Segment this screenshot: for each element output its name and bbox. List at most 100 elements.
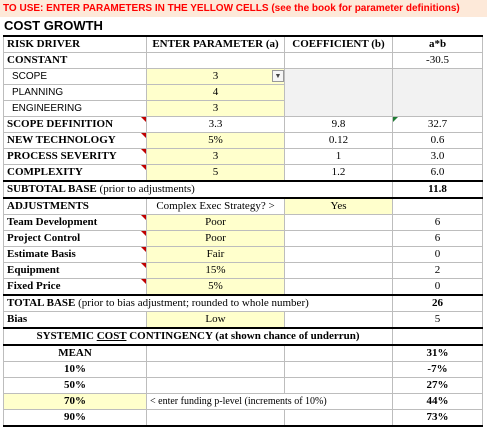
adjust-row: Project Control Poor 6	[3, 230, 483, 247]
header-ab: a*b	[392, 35, 483, 53]
contingency-blank	[146, 361, 285, 378]
sub-row-scope: SCOPE 3 ▼	[3, 68, 483, 117]
planning-param-input[interactable]: 4	[146, 84, 285, 101]
sub-ab-block	[392, 68, 483, 117]
contingency-label: MEAN	[3, 344, 147, 362]
adjustments-row: ADJUSTMENTS Complex Exec Strategy? > Yes	[3, 197, 483, 215]
driver-param-input[interactable]: 5%	[146, 132, 285, 149]
driver-coef: 1.2	[284, 164, 393, 182]
adjust-coef-cell	[284, 214, 393, 231]
constant-ab: -30.5	[392, 52, 483, 69]
adjustments-label: ADJUSTMENTS	[3, 197, 147, 215]
driver-param-input[interactable]: 3	[146, 148, 285, 165]
adjust-coef-cell	[284, 230, 393, 247]
driver-ab: 6.0	[392, 164, 483, 182]
scope-param-input[interactable]: 3 ▼	[146, 68, 285, 85]
scope-label: SCOPE	[3, 68, 147, 85]
adjust-row: Fixed Price 5% 0	[3, 278, 483, 296]
systemic-header: SYSTEMIC COST CONTINGENCY (at shown chan…	[3, 327, 393, 346]
scope-param-value: 3	[212, 70, 219, 82]
cost-growth-table: RISK DRIVER ENTER PARAMETER (a) COEFFICI…	[3, 35, 483, 427]
adjust-coef-cell	[284, 262, 393, 279]
bias-param-input[interactable]: Low	[146, 311, 285, 329]
contingency-row: 10% -7%	[3, 361, 483, 378]
total-base-row: TOTAL BASE (prior to bias adjustment; ro…	[3, 294, 483, 312]
driver-ab: 3.0	[392, 148, 483, 165]
adjust-row: Team Development Poor 6	[3, 214, 483, 231]
driver-param-input[interactable]: 5	[146, 164, 285, 182]
bias-label: Bias	[3, 311, 147, 329]
driver-label: COMPLEXITY	[3, 164, 147, 182]
adjust-label: Team Development	[3, 214, 147, 231]
exec-strategy-prompt: Complex Exec Strategy? >	[146, 197, 285, 215]
driver-row: NEW TECHNOLOGY 5% 0.12 0.6	[3, 132, 483, 149]
adjust-value: 0	[392, 278, 483, 296]
funding-plevel-input[interactable]: 70%	[3, 393, 147, 410]
adjustments-value-cell	[392, 197, 483, 215]
contingency-blank	[146, 344, 285, 362]
adjust-value: 6	[392, 214, 483, 231]
instruction-text: TO USE: ENTER PARAMETERS IN THE YELLOW C…	[3, 3, 460, 14]
driver-param: 3.3	[146, 116, 285, 133]
contingency-blank	[284, 377, 393, 394]
comment-marker-icon	[141, 117, 146, 122]
engineering-param-input[interactable]: 3	[146, 100, 285, 117]
driver-ab: 0.6	[392, 132, 483, 149]
constant-label: CONSTANT	[3, 52, 147, 69]
comment-marker-icon	[141, 279, 146, 284]
adjust-value: 0	[392, 246, 483, 263]
adjust-param-input[interactable]: Poor	[146, 230, 285, 247]
subtotal-label: SUBTOTAL BASE (prior to adjustments)	[3, 180, 393, 199]
adjust-coef-cell	[284, 278, 393, 296]
adjust-label: Fixed Price	[3, 278, 147, 296]
contingency-row-funding: 70% < enter funding p-level (increments …	[3, 393, 483, 410]
adjust-param-input[interactable]: 5%	[146, 278, 285, 296]
contingency-blank	[284, 344, 393, 362]
adjust-coef-cell	[284, 246, 393, 263]
contingency-label: 50%	[3, 377, 147, 394]
total-base-label: TOTAL BASE (prior to bias adjustment; ro…	[3, 294, 393, 312]
constant-row: CONSTANT -30.5	[3, 52, 483, 69]
comment-marker-icon	[141, 149, 146, 154]
contingency-label: 10%	[3, 361, 147, 378]
contingency-row: 90% 73%	[3, 409, 483, 427]
contingency-row: 50% 27%	[3, 377, 483, 394]
error-marker-icon	[393, 117, 398, 122]
instruction-banner: TO USE: ENTER PARAMETERS IN THE YELLOW C…	[0, 0, 487, 17]
adjust-value: 6	[392, 230, 483, 247]
header-coefficient: COEFFICIENT (b)	[284, 35, 393, 53]
contingency-value: 27%	[392, 377, 483, 394]
constant-coef-cell	[284, 52, 393, 69]
adjust-param-input[interactable]: Fair	[146, 246, 285, 263]
exec-strategy-input[interactable]: Yes	[284, 197, 393, 215]
comment-marker-icon	[141, 247, 146, 252]
adjust-param-input[interactable]: Poor	[146, 214, 285, 231]
header-risk-driver: RISK DRIVER	[3, 35, 147, 53]
comment-marker-icon	[141, 231, 146, 236]
driver-coef: 1	[284, 148, 393, 165]
contingency-blank	[284, 361, 393, 378]
subtotal-row: SUBTOTAL BASE (prior to adjustments) 11.…	[3, 180, 483, 199]
adjust-label: Project Control	[3, 230, 147, 247]
sub-row-planning: PLANNING 4	[3, 84, 483, 101]
contingency-value: 31%	[392, 344, 483, 362]
funding-plevel-note: < enter funding p-level (increments of 1…	[146, 393, 393, 410]
systemic-header-row: SYSTEMIC COST CONTINGENCY (at shown chan…	[3, 327, 483, 346]
dropdown-arrow-icon[interactable]: ▼	[272, 70, 284, 82]
contingency-blank	[146, 409, 285, 427]
total-base-value: 26	[392, 294, 483, 312]
bias-value: 5	[392, 311, 483, 329]
contingency-row: MEAN 31%	[3, 344, 483, 362]
header-row: RISK DRIVER ENTER PARAMETER (a) COEFFICI…	[3, 35, 483, 53]
bias-row: Bias Low 5	[3, 311, 483, 329]
bias-coef-cell	[284, 311, 393, 329]
driver-label: PROCESS SEVERITY	[3, 148, 147, 165]
contingency-label: 90%	[3, 409, 147, 427]
sub-coef-block	[284, 68, 393, 117]
contingency-blank	[284, 409, 393, 427]
subtotal-value: 11.8	[392, 180, 483, 199]
adjust-param-input[interactable]: 15%	[146, 262, 285, 279]
driver-row: PROCESS SEVERITY 3 1 3.0	[3, 148, 483, 165]
driver-coef: 0.12	[284, 132, 393, 149]
adjust-label: Equipment	[3, 262, 147, 279]
